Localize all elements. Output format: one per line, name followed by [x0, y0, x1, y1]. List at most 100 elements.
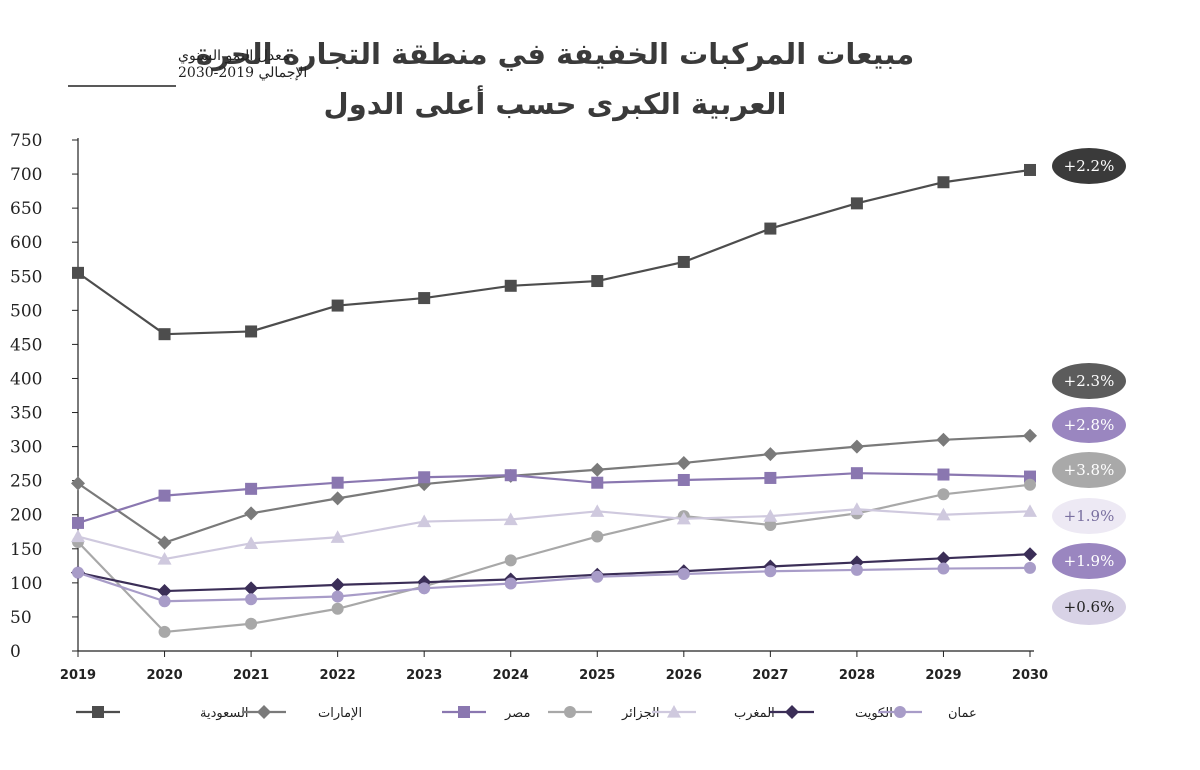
data-point [590, 462, 605, 477]
growth-badge-label: +0.6% [1064, 598, 1115, 616]
legend-swatch-marker [458, 706, 470, 718]
series-7 [72, 561, 1036, 608]
series-line [77, 472, 1031, 524]
legend-swatch-marker [92, 706, 104, 718]
data-point [504, 577, 517, 590]
data-point [676, 511, 691, 525]
data-point [937, 468, 950, 481]
x-tick-label: 2025 [579, 668, 615, 683]
data-point [1023, 428, 1037, 443]
y-tick-label: 350 [10, 404, 42, 424]
data-point [330, 530, 345, 543]
growth-badge-label: +2.3% [1064, 372, 1115, 390]
legend-swatch-marker [564, 706, 576, 718]
data-point [245, 482, 258, 495]
legend-label: الإمارات [318, 706, 362, 721]
legend-label: الكويت [855, 706, 893, 721]
axes: 0 50 100 150 200 250 300 350 400 450 500 550 600 650 7… [10, 131, 1048, 683]
y-tick-label: 450 [10, 335, 42, 355]
data-point [591, 570, 604, 583]
data-point [677, 568, 690, 581]
data-point [72, 516, 84, 529]
y-tick-label: 200 [10, 506, 42, 526]
data-point [764, 471, 777, 484]
data-point [850, 197, 863, 210]
data-point [158, 489, 171, 502]
series-line [77, 168, 1031, 336]
series-line [77, 508, 1031, 561]
data-point [158, 625, 171, 638]
chart-title-line2: العربية الكبرى حسب أعلى الدول [324, 85, 787, 121]
growth-badge-pill [1052, 407, 1126, 443]
legend-swatch-marker [257, 705, 271, 719]
data-point [937, 562, 950, 575]
legend-item: الجزائر [548, 706, 660, 721]
data-point [1024, 561, 1036, 574]
growth-badge: +2.3% [1052, 363, 1126, 399]
data-point [849, 502, 864, 515]
data-point [504, 469, 517, 482]
data-point [504, 554, 517, 567]
legend-item: السعودية [76, 706, 249, 721]
growth-badge: +2.2% [1052, 148, 1126, 184]
data-point [330, 491, 345, 506]
growth-badge-label: +1.9% [1064, 552, 1115, 570]
growth-badge: +1.9% [1052, 543, 1126, 579]
y-tick-label: 0 [10, 642, 21, 662]
growth-note-line2: الإجمالي 2019-2030 [178, 65, 307, 81]
x-tick-label: 2024 [493, 668, 529, 683]
growth-badge-label: +1.9% [1064, 507, 1115, 525]
legend-item: المغرب [652, 705, 775, 721]
data-point [244, 581, 259, 596]
legend-item: الإمارات [242, 705, 362, 721]
data-point [244, 536, 259, 549]
x-tick-label: 2027 [752, 668, 788, 683]
data-point [331, 602, 344, 615]
data-point [590, 504, 605, 517]
growth-badge-label: +2.2% [1064, 157, 1115, 175]
series-5 [71, 502, 1037, 565]
x-tick-label: 2020 [146, 668, 182, 683]
growth-badge-pill [1052, 589, 1126, 625]
legend-item: الكويت [770, 705, 893, 721]
series-1 [72, 163, 1036, 341]
data-point [677, 255, 690, 268]
data-point [764, 518, 777, 531]
legend-item: عمان [878, 706, 977, 721]
y-tick-label: 750 [10, 131, 42, 151]
data-point [418, 292, 431, 305]
data-point [677, 473, 690, 486]
x-tick-label: 2023 [406, 668, 442, 683]
data-point [764, 565, 777, 578]
growth-note-line1: معدل النمو السنوي [178, 48, 289, 64]
y-tick-label: 300 [10, 438, 42, 458]
data-point [591, 476, 604, 489]
y-tick-label: 400 [10, 369, 42, 389]
data-point [418, 471, 431, 484]
legend-swatch-marker [667, 705, 681, 718]
growth-badge: +1.9% [1052, 498, 1126, 534]
legend-item: مصر [442, 706, 530, 721]
data-point [1024, 163, 1036, 176]
growth-badge: +2.8% [1052, 407, 1126, 443]
growth-badge-pill [1052, 498, 1126, 534]
x-tick-label: 2021 [233, 668, 269, 683]
data-point [417, 514, 432, 528]
y-tick-label: 700 [10, 165, 42, 185]
data-point [245, 325, 258, 338]
growth-badge: +0.6% [1052, 589, 1126, 625]
growth-badge-label: +3.8% [1064, 461, 1115, 479]
series-line [77, 483, 1031, 634]
x-tick-label: 2026 [666, 668, 702, 683]
legend-label: مصر [504, 706, 530, 721]
legend-label: عمان [948, 706, 977, 721]
data-point [937, 488, 950, 501]
series-6 [71, 547, 1037, 599]
legend-swatch-marker [785, 705, 799, 719]
series-layer [71, 163, 1037, 638]
data-point [71, 529, 85, 543]
data-point [71, 476, 85, 491]
y-tick-label: 600 [10, 233, 42, 253]
data-point [72, 266, 84, 279]
y-tick-label: 150 [10, 540, 42, 560]
